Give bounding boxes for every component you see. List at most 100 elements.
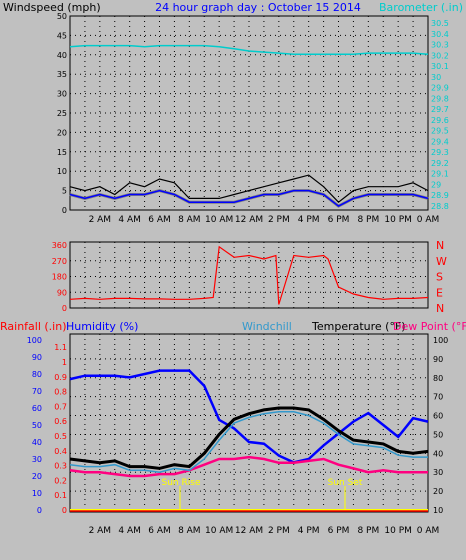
sunset-label: Sun Set — [328, 478, 363, 488]
barometer-y-tick-label: 28.9 — [431, 191, 449, 200]
direction-y-tick-label: 90 — [57, 288, 67, 297]
direction-series — [69, 245, 429, 305]
x-tick-label: 6 PM — [328, 215, 350, 225]
barometer-y-tick-label: 30.1 — [431, 62, 449, 71]
compass-label: N — [436, 239, 444, 252]
direction-grid — [70, 242, 428, 308]
x-tick-label: 6 PM — [328, 526, 350, 536]
x-tick-label: 2 PM — [268, 526, 290, 536]
x-tick-label: 6 AM — [148, 526, 171, 536]
compass-label: S — [436, 271, 443, 284]
x-tick-label: 10 PM — [384, 215, 412, 225]
temperature-y-tick-label: 60 — [433, 412, 443, 421]
humidity-y-tick-label: 30 — [32, 455, 42, 464]
rainfall-y-tick-label: 0 — [62, 506, 67, 515]
barometer-y-tick-label: 30.4 — [431, 30, 449, 39]
wind-y-tick-label: 50 — [57, 12, 67, 21]
x-tick-label: 10 AM — [205, 215, 233, 225]
barometer-y-tick-label: 29.6 — [431, 116, 449, 125]
windchill-label: Windchill — [242, 320, 292, 333]
compass-label: N — [436, 302, 444, 315]
temperature-y-tick-label: 100 — [433, 336, 448, 345]
barometer-y-tick-label: 30.5 — [431, 19, 449, 28]
wind-y-axis: 0 5 10 15 20 25 30 35 40 45 50 — [57, 12, 67, 215]
x-tick-label: 0 AM — [417, 526, 440, 536]
humidity-y-tick-label: 10 — [32, 489, 42, 498]
temperature-y-tick-label: 10 — [433, 506, 443, 515]
humidity-y-tick-label: 80 — [32, 370, 42, 379]
barometer-y-tick-label: 29.5 — [431, 127, 449, 136]
x-tick-label: 10 PM — [384, 526, 412, 536]
temperature-series — [69, 369, 429, 512]
direction-y-axis: 0 90 180 270 360 — [52, 241, 67, 313]
humidity-series — [69, 369, 429, 464]
x-tick-label: 12 AM — [235, 526, 263, 536]
wind-series — [69, 44, 429, 208]
barometer-y-tick-label: 30.2 — [431, 51, 449, 60]
windspeed-label: Windspeed (mph) — [3, 1, 101, 14]
rainfall-y-axis: 0 0.1 0.2 0.3 0.4 0.5 0.6 0.7 0.8 0.9 1 1.1 — [54, 343, 67, 515]
barometer-y-tick-label: 29.8 — [431, 94, 449, 103]
x-tick-label: 4 AM — [118, 215, 141, 225]
x-tick-label: 8 AM — [178, 526, 201, 536]
wind-y-tick-label: 40 — [57, 51, 67, 60]
barometer-y-tick-label: 29.4 — [431, 137, 449, 146]
x-tick-label: 0 AM — [417, 215, 440, 225]
humidity-y-tick-label: 60 — [32, 404, 42, 413]
rainfall-label: Rainfall (.in) — [0, 320, 67, 333]
barometer-series — [69, 44, 429, 55]
temperature-label: Temperature (°F) — [311, 320, 406, 333]
direction-y-tick-label: 360 — [52, 241, 67, 250]
compass-label: W — [436, 255, 447, 268]
wind-y-tick-label: 30 — [57, 90, 67, 99]
rainfall-y-tick-label: 0.2 — [54, 476, 67, 485]
wind-y-tick-label: 15 — [57, 148, 67, 157]
barometer-label: Barometer (.in) — [379, 1, 463, 14]
temperature-y-tick-label: 20 — [433, 487, 443, 496]
x-tick-label: 8 AM — [178, 215, 201, 225]
direction-y-tick-label: 180 — [52, 273, 67, 282]
x-tick-label: 4 PM — [298, 526, 320, 536]
wind-y-tick-label: 10 — [57, 167, 67, 176]
x-tick-label: 8 PM — [357, 215, 379, 225]
direction-y-tick-label: 270 — [52, 257, 67, 266]
humidity-y-tick-label: 40 — [32, 438, 42, 447]
x-tick-label: 4 AM — [118, 526, 141, 536]
x-tick-label: 8 PM — [357, 526, 379, 536]
rainfall-y-tick-label: 0.4 — [54, 447, 67, 456]
wind-y-tick-label: 25 — [57, 109, 67, 118]
dewpoint-series — [69, 455, 428, 478]
wind-panel — [69, 15, 429, 211]
temperature-x-axis: 2 AM 4 AM 6 AM 8 AM 10 AM 12 AM 2 PM 4 PM 6 PM 8 … — [89, 526, 440, 536]
wind-y-tick-label: 0 — [62, 206, 67, 215]
sun-markers: Sun Rise Sun Set — [162, 478, 363, 510]
humidity-y-tick-label: 100 — [27, 336, 42, 345]
direction-series — [69, 245, 429, 305]
rainfall-y-tick-label: 0.7 — [54, 402, 67, 411]
x-tick-label: 2 PM — [268, 215, 290, 225]
sunrise-label: Sun Rise — [162, 478, 201, 488]
chart-title: 24 hour graph day : October 15 2014 — [155, 1, 361, 14]
wind-y-tick-label: 5 — [62, 187, 67, 196]
x-tick-label: 6 AM — [148, 215, 171, 225]
direction-y-tick-label: 0 — [62, 304, 67, 313]
temperature-y-axis: 10 20 30 40 50 60 70 80 90 100 — [433, 336, 448, 515]
barometer-y-tick-label: 28.8 — [431, 202, 449, 211]
barometer-y-tick-label: 29.9 — [431, 84, 449, 93]
wind-x-axis: 2 AM 4 AM 6 AM 8 AM 10 AM 12 AM 2 PM 4 PM 6 PM 8 … — [89, 215, 440, 225]
barometer-y-tick-label: 29.2 — [431, 159, 449, 168]
rainfall-y-tick-label: 1.1 — [54, 343, 67, 352]
wind-y-tick-label: 20 — [57, 128, 67, 137]
x-tick-label: 12 AM — [235, 215, 263, 225]
humidity-y-tick-label: 50 — [32, 421, 42, 430]
rainfall-y-tick-label: 0.3 — [54, 462, 67, 471]
wind-avg-series — [69, 189, 429, 207]
x-tick-label: 4 PM — [298, 215, 320, 225]
rainfall-y-tick-label: 0.9 — [54, 373, 67, 382]
barometer-y-tick-label: 30 — [431, 73, 441, 82]
temperature-panel — [69, 333, 429, 513]
humidity-y-tick-label: 0 — [37, 506, 42, 515]
humidity-y-axis: 0 10 20 30 40 50 60 70 80 90 100 — [27, 336, 42, 515]
